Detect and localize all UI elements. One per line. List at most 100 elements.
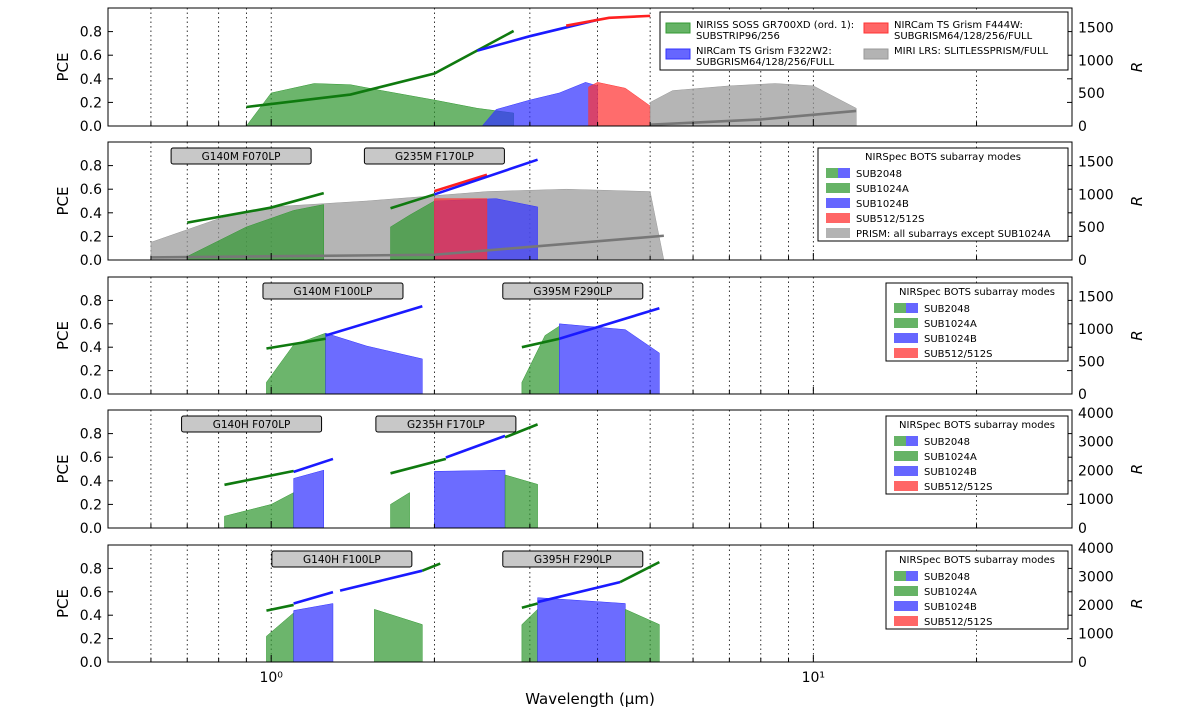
y-tick-label: 0.2 — [80, 497, 102, 513]
legend-swatch — [894, 601, 918, 611]
legend-label: SUBGRISM64/128/256/FULL — [696, 57, 835, 68]
legend-swatch — [894, 466, 918, 476]
mode-label-box — [363, 147, 505, 165]
r-tick-label: 4000 — [1078, 541, 1114, 557]
panel-frame — [107, 141, 1073, 261]
legend-swatch — [838, 168, 850, 178]
y-tick-label: 0.0 — [80, 253, 102, 269]
legend-swatch — [826, 183, 850, 193]
y-tick-label: 0.0 — [80, 521, 102, 537]
legend-box — [817, 147, 1069, 242]
legend-label: NIRCam TS Grism F322W2: — [696, 46, 832, 57]
pce-area-green — [625, 608, 660, 663]
r-tick-label: 1000 — [1078, 322, 1114, 338]
legend-label: SUB1024B — [856, 199, 909, 210]
resolution-curve-green — [390, 457, 447, 475]
legend-label: SUB512/512S — [924, 482, 992, 493]
resolution-curve-green — [390, 193, 435, 210]
legend-swatch — [894, 303, 906, 313]
right-axis-label: R — [1128, 598, 1146, 608]
resolution-curve-green — [421, 562, 441, 572]
y-tick-label: 0.4 — [80, 206, 102, 222]
mode-label-box — [271, 550, 413, 568]
resolution-curve-blue — [445, 434, 506, 459]
pce-area-green — [504, 474, 538, 529]
y-tick-label: 0.4 — [80, 474, 102, 490]
legend-label: SUB512/512S — [924, 617, 992, 628]
resolution-curve-green — [186, 191, 325, 224]
mode-label: G395M F290LP — [533, 286, 612, 298]
pce-area-green — [266, 612, 294, 663]
legend-title: NIRSpec BOTS subarray modes — [865, 152, 1021, 163]
y-tick-label: 0.6 — [80, 317, 102, 333]
pce-area-blue — [434, 469, 506, 529]
y-tick-label: 0.8 — [80, 293, 102, 309]
panel-frame — [107, 7, 1073, 127]
legend-box — [659, 11, 1069, 71]
mode-label: G140M F100LP — [294, 286, 373, 298]
mode-label: G395H F290LP — [534, 554, 612, 566]
pce-area-green — [390, 492, 410, 529]
legend-title: NIRSpec BOTS subarray modes — [899, 555, 1055, 566]
r-tick-label: 500 — [1078, 86, 1105, 102]
y-tick-label: 0.8 — [80, 561, 102, 577]
mode-label: G235M F170LP — [395, 151, 474, 163]
pce-area-blue — [293, 469, 324, 529]
resolution-curve-green — [504, 423, 539, 439]
legend-swatch — [863, 22, 889, 34]
legend-label: SUB2048 — [924, 572, 970, 583]
legend-swatch — [826, 213, 850, 223]
r-tick-label: 3000 — [1078, 435, 1114, 451]
y-tick-label: 0.6 — [80, 182, 102, 198]
legend-label: SUB1024B — [924, 334, 977, 345]
r-tick-label: 1000 — [1078, 187, 1114, 203]
resolution-curve-green — [266, 603, 294, 612]
legend-title: NIRSpec BOTS subarray modes — [899, 420, 1055, 431]
y-tick-label: 0.8 — [80, 159, 102, 175]
legend-label: NIRCam TS Grism F444W: — [894, 20, 1023, 31]
y-tick-label: 0.2 — [80, 364, 102, 380]
resolution-curve-gray — [650, 109, 857, 126]
y-tick-label: 0.0 — [80, 655, 102, 671]
resolution-curve-green — [224, 469, 294, 487]
resolution-curve-red — [565, 14, 651, 27]
legend-label: SUB2048 — [924, 437, 970, 448]
mode-label-box — [181, 415, 323, 433]
pce-area-green — [245, 83, 514, 127]
y-tick-label: 0.4 — [80, 340, 102, 356]
legend-title: NIRSpec BOTS subarray modes — [899, 287, 1055, 298]
mode-label: G235H F170LP — [407, 419, 485, 431]
r-tick-label: 1000 — [1078, 53, 1114, 69]
y-tick-label: 0.6 — [80, 585, 102, 601]
y-tick-label: 0.2 — [80, 632, 102, 648]
mode-label: G140H F070LP — [213, 419, 291, 431]
legend-swatch — [894, 333, 918, 343]
r-tick-label: 0 — [1078, 521, 1087, 537]
resolution-curve-gray — [150, 234, 664, 259]
pce-area-green — [374, 609, 423, 663]
r-tick-label: 500 — [1078, 355, 1105, 371]
legend-swatch — [894, 348, 918, 358]
panel-frame — [107, 276, 1073, 395]
legend-swatch — [665, 48, 691, 60]
pce-area-green — [224, 492, 294, 529]
legend-label: SUB512/512S — [924, 349, 992, 360]
legend-swatch — [894, 586, 918, 596]
panel-2: 0.0 0.2 0.4 0.6 0.8 0 500 1000 1500 PCE R G140M F07… — [54, 141, 1146, 269]
legend-swatch — [894, 318, 918, 328]
legend-label: SUB1024A — [924, 587, 977, 598]
legend-swatch — [894, 481, 918, 491]
legend-label: NIRISS SOSS GR700XD (ord. 1): — [696, 20, 854, 31]
panel-frame — [107, 544, 1073, 663]
resolution-curve-green — [521, 337, 560, 349]
r-tick-label: 1500 — [1078, 290, 1114, 306]
mode-label: G140M F070LP — [202, 151, 281, 163]
legend-label: PRISM: all subarrays except SUB1024A — [856, 229, 1051, 240]
pce-area-blue — [325, 332, 423, 395]
legend-swatch — [826, 198, 850, 208]
resolution-curve-blue — [325, 305, 423, 337]
y-tick-label: 0.2 — [80, 229, 102, 245]
legend-label: SUB1024B — [924, 467, 977, 478]
r-tick-label: 1000 — [1078, 626, 1114, 642]
r-tick-label: 3000 — [1078, 569, 1114, 585]
